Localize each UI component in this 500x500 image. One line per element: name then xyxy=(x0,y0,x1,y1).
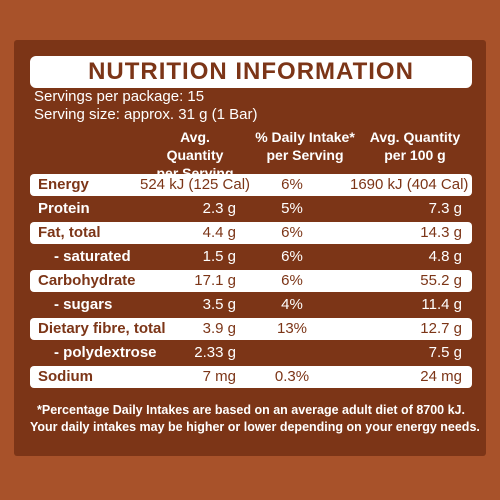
value-per-serving: 2.33 g xyxy=(194,344,236,361)
value-daily-intake: 6% xyxy=(281,248,303,265)
row-label: Energy xyxy=(38,176,89,193)
row-label: Carbohydrate xyxy=(38,272,136,289)
value-per-100g: 1690 kJ (404 Cal) xyxy=(350,176,469,193)
value-per-serving: 524 kJ (125 Cal) xyxy=(140,176,251,193)
value-daily-intake: 13% xyxy=(276,320,308,337)
value-daily-intake: 0.3% xyxy=(274,368,310,385)
daily-intake-footnote: *Percentage Daily Intakes are based on a… xyxy=(30,402,480,436)
table-row-protein: Protein 2.3 g 5% 7.3 g xyxy=(30,198,472,220)
row-label: - polydextrose xyxy=(54,344,157,361)
header-line: per Serving xyxy=(266,147,344,163)
row-label: Sodium xyxy=(38,368,93,385)
value-daily-intake: 4% xyxy=(281,296,303,313)
header-line: Avg. Quantity xyxy=(166,129,224,163)
row-label: - sugars xyxy=(54,296,113,313)
value-daily-intake: 5% xyxy=(281,200,303,217)
value-per-serving: 2.3 g xyxy=(202,200,236,217)
value-daily-intake: 6% xyxy=(281,272,303,289)
table-row-carbohydrate: Carbohydrate 17.1 g 6% 55.2 g xyxy=(30,270,472,292)
value-per-serving: 1.5 g xyxy=(202,248,236,265)
value-per-serving: 7 mg xyxy=(202,368,236,385)
table-row-saturated: - saturated 1.5 g 6% 4.8 g xyxy=(30,246,472,268)
value-per-100g: 4.8 g xyxy=(428,248,462,265)
header-avg-per-100g: Avg. Quantity per 100 g xyxy=(360,128,470,164)
row-label: - saturated xyxy=(54,248,131,265)
value-per-100g: 24 mg xyxy=(420,368,462,385)
value-per-100g: 12.7 g xyxy=(420,320,462,337)
header-daily-intake: % Daily Intake* per Serving xyxy=(250,128,360,164)
value-per-serving: 3.5 g xyxy=(202,296,236,313)
value-per-serving: 3.9 g xyxy=(202,320,236,337)
header-line: per 100 g xyxy=(384,147,446,163)
value-per-100g: 7.3 g xyxy=(428,200,462,217)
serving-size: Serving size: approx. 31 g (1 Bar) xyxy=(34,106,258,123)
row-label: Protein xyxy=(38,200,90,217)
footnote-line: *Percentage Daily Intakes are based on a… xyxy=(37,403,465,417)
value-per-serving: 4.4 g xyxy=(202,224,236,241)
panel-title: NUTRITION INFORMATION xyxy=(30,56,472,88)
table-row-sodium: Sodium 7 mg 0.3% 24 mg xyxy=(30,366,472,388)
header-line: Avg. Quantity xyxy=(369,129,461,145)
value-per-100g: 55.2 g xyxy=(420,272,462,289)
servings-per-package: Servings per package: 15 xyxy=(34,88,205,105)
value-per-100g: 11.4 g xyxy=(421,296,462,313)
table-row-dietary-fibre: Dietary fibre, total 3.9 g 13% 12.7 g xyxy=(30,318,472,340)
table-row-energy: Energy 524 kJ (125 Cal) 6% 1690 kJ (404 … xyxy=(30,174,472,196)
value-per-100g: 7.5 g xyxy=(428,344,462,361)
value-per-serving: 17.1 g xyxy=(194,272,236,289)
footnote-line: Your daily intakes may be higher or lowe… xyxy=(30,420,480,434)
row-label: Dietary fibre, total xyxy=(38,320,166,337)
table-row-fat: Fat, total 4.4 g 6% 14.3 g xyxy=(30,222,472,244)
value-daily-intake: 6% xyxy=(281,224,303,241)
table-row-sugars: - sugars 3.5 g 4% 11.4 g xyxy=(30,294,472,316)
value-per-100g: 14.3 g xyxy=(420,224,462,241)
row-label: Fat, total xyxy=(38,224,101,241)
table-row-polydextrose: - polydextrose 2.33 g 7.5 g xyxy=(30,342,472,364)
header-line: % Daily Intake* xyxy=(255,129,355,145)
value-daily-intake: 6% xyxy=(281,176,303,193)
